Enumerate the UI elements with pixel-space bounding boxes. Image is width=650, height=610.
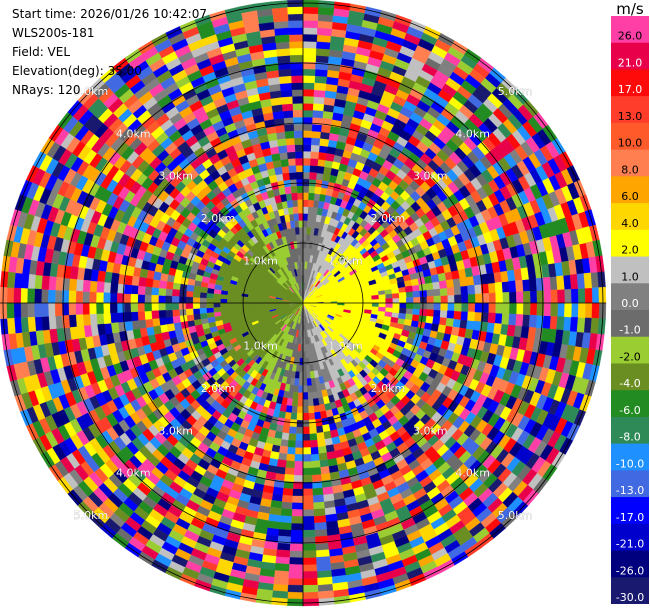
nrays: NRays: 120 <box>12 83 81 97</box>
range-ring-label: 4.0km <box>116 467 151 480</box>
colorbar-tick-label: 8.0 <box>621 163 639 176</box>
range-ring-label: 1.0km <box>243 255 278 268</box>
range-ring-label: 4.0km <box>116 127 151 140</box>
colorbar: 26.0 21.0 17.0 13.0 10.0 8.0 6.0 4.0 2.0 1.0 0.0 -1… <box>611 16 649 604</box>
colorbar-segment <box>611 416 649 445</box>
colorbar-segment <box>611 577 649 604</box>
range-ring-label: 3.0km <box>413 170 448 183</box>
colorbar-tick-label: -30.0 <box>616 591 644 604</box>
range-bin-group <box>7 25 607 606</box>
range-ring-label: 4.0km <box>455 127 490 140</box>
colorbar-tick-label: 13.0 <box>618 110 643 123</box>
elevation: Elevation(deg): 35.00 <box>12 64 142 78</box>
colorbar-segment <box>611 149 649 177</box>
colorbar-segment <box>611 443 649 471</box>
colorbar-segment <box>611 42 649 70</box>
range-ring-label: 2.0km <box>371 212 406 225</box>
colorbar-segment <box>611 523 649 552</box>
range-ring-label: 3.0km <box>158 170 193 183</box>
colorbar-segment <box>611 336 649 364</box>
colorbar-segment <box>611 96 649 124</box>
colorbar-segment <box>611 363 649 391</box>
colorbar-tick-label: -2.0 <box>619 350 640 363</box>
colorbar-tick-label: 1.0 <box>621 270 639 283</box>
range-ring-label: 1.0km <box>328 339 363 352</box>
colorbar-segment <box>611 310 649 338</box>
range-ring-label: 5.0km <box>498 85 533 98</box>
colorbar-segment <box>611 550 649 578</box>
colorbar-tick-label: -17.0 <box>616 511 644 524</box>
colorbar-tick-label: 10.0 <box>618 137 643 150</box>
range-ring-label: 2.0km <box>201 212 236 225</box>
colorbar-tick-label: 21.0 <box>618 56 643 69</box>
range-ring-label: 3.0km <box>413 424 448 437</box>
colorbar-tick-label: 0.0 <box>621 297 639 310</box>
instrument-name: WLS200s-181 <box>12 26 95 40</box>
colorbar-segment <box>611 203 649 231</box>
colorbar-tick-label: 26.0 <box>618 30 643 43</box>
colorbar-segment <box>611 16 649 44</box>
range-ring-label: 1.0km <box>328 255 363 268</box>
range-ring-label: 5.0km <box>74 85 109 98</box>
range-ring-label: 2.0km <box>201 382 236 395</box>
range-ring-labels: 1.0km 1.0km 1.0km 1.0km 2.0km 2.0km 2.0km 2.0km… <box>73 85 533 523</box>
field-name: Field: VEL <box>12 45 71 59</box>
start-time: Start time: 2026/01/26 10:42:07 <box>12 7 207 21</box>
colorbar-segment <box>611 390 649 418</box>
colorbar-segment <box>611 176 649 204</box>
colorbar-tick-label: -8.0 <box>619 431 640 444</box>
range-ring-label: 3.0km <box>158 424 193 437</box>
range-ring-grid <box>0 0 606 606</box>
colorbar-segment <box>611 69 649 97</box>
colorbar-tick-label: -6.0 <box>619 404 640 417</box>
range-ring-label: 5.0km <box>498 509 533 522</box>
colorbar-tick-label: 17.0 <box>618 83 643 96</box>
colorbar-tick-label: 6.0 <box>621 190 639 203</box>
colorbar-tick-label: -21.0 <box>616 538 644 551</box>
range-ring-label: 2.0km <box>371 382 406 395</box>
colorbar-unit: m/s <box>616 0 644 18</box>
colorbar-segment <box>611 283 649 311</box>
colorbar-segment <box>611 497 649 525</box>
colorbar-segment <box>611 229 649 258</box>
colorbar-tick-label: -26.0 <box>616 564 644 577</box>
ppi-plot: 1.0km 1.0km 1.0km 1.0km 2.0km 2.0km 2.0km 2.0km… <box>0 0 607 607</box>
range-ring-label: 4.0km <box>455 467 490 480</box>
range-ring-label: 5.0km <box>74 509 109 522</box>
range-bin-group <box>3 32 599 581</box>
range-ring-label: 1.0km <box>243 339 278 352</box>
colorbar-tick-label: -13.0 <box>616 484 644 497</box>
colorbar-tick-label: 2.0 <box>621 244 639 257</box>
colorbar-segment <box>611 470 649 498</box>
colorbar-tick-label: 4.0 <box>621 217 639 230</box>
colorbar-tick-label: -4.0 <box>619 377 640 390</box>
colorbar-segment <box>611 256 649 284</box>
scan-info: Start time: 2026/01/26 10:42:07 WLS200s-… <box>12 5 207 100</box>
colorbar-tick-label: -1.0 <box>619 324 640 337</box>
colorbar-segment <box>611 122 649 151</box>
colorbar-tick-label: -10.0 <box>616 457 644 470</box>
